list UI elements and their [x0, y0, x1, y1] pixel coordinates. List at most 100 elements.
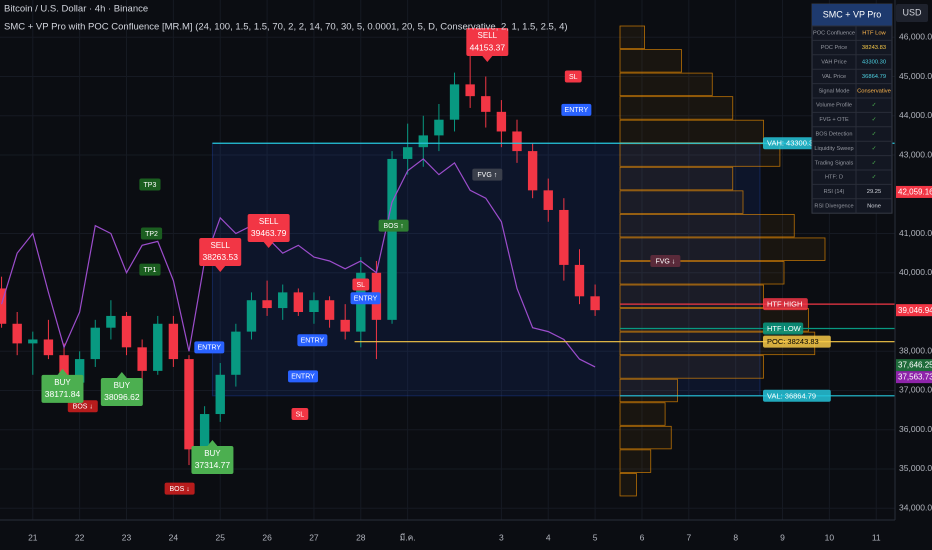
signal-box [191, 445, 234, 474]
candle-body [121, 315, 132, 348]
x-tick-label: 23 [122, 532, 132, 542]
tag-label: SL [357, 282, 366, 289]
candle-body [59, 355, 69, 383]
volume-bar [619, 25, 646, 49]
price-axis [895, 0, 932, 550]
volume-bar [619, 402, 666, 426]
tag [472, 168, 503, 181]
candle-body [293, 292, 304, 312]
price-badge [896, 359, 932, 372]
signal-label: SELL [478, 31, 498, 40]
candle-body [559, 209, 569, 265]
volume-bar [619, 425, 672, 450]
signal-box [247, 213, 290, 242]
volume-bar [619, 49, 682, 73]
x-tick-label: 26 [262, 532, 272, 542]
y-tick-label: 38,000.00 [899, 345, 932, 355]
tag [194, 341, 225, 354]
candle-body [90, 327, 100, 360]
signal-box [41, 374, 84, 403]
candle-body [418, 135, 428, 148]
volume-bar [619, 213, 795, 238]
candle-body [262, 300, 272, 309]
volume-bar [619, 119, 764, 144]
candle-body [246, 300, 257, 332]
signal-price: 37314.77 [195, 460, 231, 470]
table-header [812, 4, 892, 26]
signal-box [466, 28, 509, 57]
signal-label: BUY [204, 449, 221, 458]
candle-body [324, 300, 335, 320]
x-tick-label: 4 [546, 532, 551, 542]
candle-body [153, 323, 163, 371]
candle-body [387, 158, 397, 320]
x-tick-label: 25 [216, 532, 226, 542]
tag [139, 178, 161, 191]
tag-label: ENTRY [197, 345, 221, 352]
x-tick-label: 24 [169, 532, 179, 542]
tag-label: SL [296, 411, 305, 418]
tag-label: SL [569, 74, 578, 81]
x-tick-label: 10 [825, 532, 835, 542]
signal-label: BUY [54, 378, 71, 387]
signal-price: 38096.62 [104, 392, 140, 402]
table-key: POC Price [821, 45, 847, 51]
plot [0, 49, 600, 466]
signal-pointer [482, 56, 493, 63]
x-tick-label: มี.ค. [400, 532, 416, 542]
volume-bar [619, 449, 652, 473]
table-title: SMC + VP Pro [823, 9, 882, 19]
table-key: VAH Price [821, 59, 846, 65]
y-tick-label: 46,000.00 [899, 32, 932, 42]
tag [139, 263, 161, 276]
tag [352, 278, 370, 291]
signal-price: 39463.79 [251, 228, 287, 238]
table-key: POC Confluence [813, 31, 855, 37]
table-value: 36864.79 [862, 74, 886, 80]
y-tick-label: 43,000.00 [899, 149, 932, 159]
candle-body [28, 339, 38, 344]
table-value: ✓ [872, 175, 877, 181]
candle-body [574, 264, 585, 297]
tag [297, 334, 328, 347]
annotations: VAH: 43300.30 HTF HIGH HTF LOW POC: 38243.8… [41, 28, 895, 495]
candle-body [215, 374, 225, 415]
tag [140, 227, 163, 240]
x-tick-label: 7 [686, 532, 691, 542]
level-tag [763, 389, 831, 402]
table-value: 38243.83 [862, 45, 886, 51]
tag [564, 70, 582, 83]
tag-label: BOS ↓ [73, 404, 93, 411]
table-value: HTF Low [862, 31, 886, 37]
level-label: HTF HIGH [767, 300, 802, 309]
tag-label: TP2 [145, 231, 158, 238]
volume-bar [619, 261, 785, 285]
currency-button[interactable] [896, 4, 928, 22]
volume-bar [619, 473, 637, 497]
level-label: POC: 38243.83 [767, 337, 819, 346]
candle-body [74, 359, 85, 383]
candle-body [481, 96, 491, 112]
x-tick-label: 28 [356, 532, 366, 542]
table-value: 29.25 [867, 189, 882, 195]
tag [164, 482, 195, 495]
signal-pointer [215, 265, 226, 272]
candle-body [496, 111, 507, 132]
table-value: 43300.30 [862, 60, 886, 66]
y-tick-label: 44,000.00 [899, 110, 932, 120]
table-value: Conservative [857, 88, 891, 94]
table-value: ✓ [872, 117, 877, 123]
x-tick-label: 3 [499, 532, 504, 542]
tag-label: BOS ↑ [383, 223, 403, 230]
table-value: ✓ [872, 103, 877, 109]
x-tick-label: 8 [733, 532, 738, 542]
signal-box [100, 377, 143, 406]
candle-body [231, 331, 241, 375]
price-badge-label: 39,046.94 [898, 306, 932, 315]
volume-profile [619, 25, 826, 497]
currency-label: USD [902, 7, 922, 17]
signal-label: SELL [259, 217, 279, 226]
candle-body [402, 147, 413, 159]
y-tick-label: 37,000.00 [899, 385, 932, 395]
candle-body [527, 151, 538, 191]
